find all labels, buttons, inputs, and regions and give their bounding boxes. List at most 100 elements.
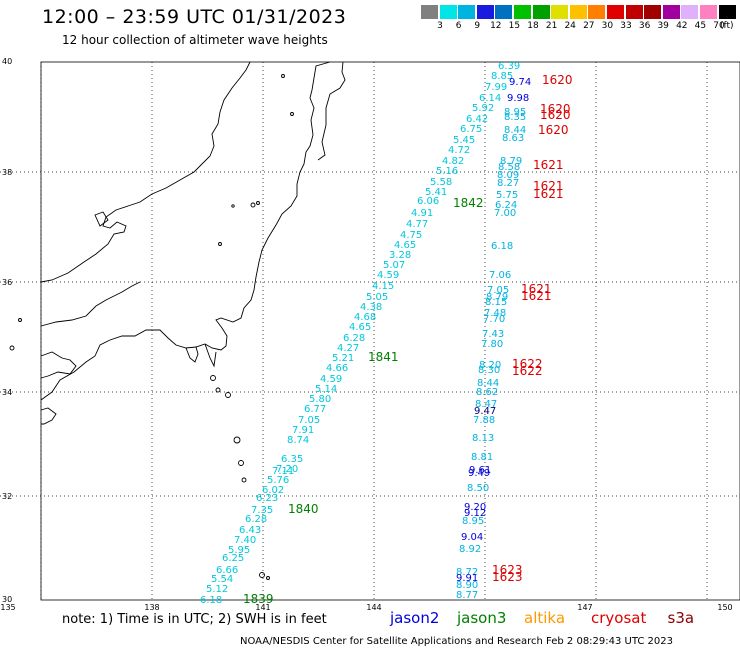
jason3-swh-value: 7.35 [251, 505, 273, 516]
jason3-swh-value: 6.06 [417, 196, 439, 207]
pass-time-label: 1621 [533, 158, 564, 172]
jason3-swh-value: 7.40 [234, 535, 256, 546]
satellite-legend-cryosat: cryosat [591, 609, 647, 627]
longitude-label: 150 [717, 603, 733, 612]
shikoku-coastline [40, 351, 77, 425]
latitude-label: 36 [2, 278, 13, 287]
cryosat-swh-value: 9.74 [509, 77, 531, 88]
jason3-swh-value: 7.11 [272, 466, 294, 477]
jason3-swh-value: 6.42 [466, 114, 488, 125]
scale-label: 3 [437, 21, 443, 31]
jason3-swh-value: 4.82 [442, 156, 464, 167]
cryosat-swh-value: 8.95 [504, 107, 526, 118]
jason3-swh-value: 6.14 [479, 93, 501, 104]
jason3-swh-value: 5.14 [315, 384, 337, 395]
scale-label: 42 [676, 21, 688, 31]
pass-time-label: 1623 [492, 563, 523, 577]
cryosat-swh-value: 6.24 [495, 200, 517, 211]
cryosat-swh-value: 7.06 [489, 270, 511, 281]
cryosat-swh-value: 5.75 [496, 190, 518, 201]
jason3-swh-value: 5.95 [228, 545, 250, 556]
jason3-swh-value: 4.59 [377, 270, 399, 281]
scale-swatch [681, 5, 699, 19]
satellite-legend-s3a: s3a [667, 609, 695, 627]
jason3-swh-value: 5.80 [309, 394, 331, 405]
scale-swatch [700, 5, 717, 19]
jason3-swh-value: 6.77 [304, 404, 326, 415]
pass-time-labels: 1620162016201620162116211621162116211622… [243, 73, 573, 606]
cryosat-swh-value: 9.61 [469, 465, 491, 476]
cryosat-swh-value: 8.15 [485, 297, 507, 308]
jason3-swh-value: 6.23 [256, 493, 278, 504]
pass-time-label: 1622 [512, 364, 543, 378]
pass-time-label: 1623 [492, 570, 523, 584]
scale-swatch [625, 5, 643, 19]
cryosat-swh-value: 8.79 [486, 292, 508, 303]
cryosat-swh-value: 8.27 [497, 178, 519, 189]
scale-swatch [458, 5, 476, 19]
jason3-swh-value: 5.21 [332, 353, 354, 364]
jason3-swh-value: 4.65 [394, 240, 416, 251]
graticule [0, 62, 740, 600]
jason3-swh-value: 4.27 [337, 343, 359, 354]
map-footer: NOAA/NESDIS Center for Satellite Applica… [240, 636, 673, 647]
scale-label: 27 [583, 21, 595, 31]
map-subtitle: 12 hour collection of altimeter wave hei… [62, 33, 328, 47]
pass-time-label: 1621 [521, 289, 552, 303]
cryosat-swh-value: 9.20 [464, 502, 486, 513]
cryosat-swh-value: 8.81 [471, 452, 493, 463]
pass-time-label: 1622 [512, 357, 543, 371]
scale-label: 12 [490, 21, 502, 31]
cryosat-swh-value: 7.05 [487, 285, 509, 296]
jason3-swh-value: 5.41 [425, 187, 447, 198]
latitude-label: 34 [2, 388, 13, 397]
longitude-label: 135 [0, 603, 16, 612]
jason3-swh-value: 6.39 [498, 61, 520, 72]
cryosat-swh-value: 9.49 [468, 468, 490, 479]
scale-swatch [421, 5, 438, 19]
satellite-legend-jason3: jason3 [457, 609, 507, 627]
cryosat-swh-value: 8.79 [500, 156, 522, 167]
jason3-swh-value: 6.02 [262, 485, 284, 496]
sado-and-small-islands [9, 74, 294, 351]
cryosat-swh-value: 8.09 [497, 170, 519, 181]
jason3-track: 6.398.857.996.145.926.426.755.454.724.82… [200, 61, 520, 606]
longitude-label: 138 [144, 603, 160, 612]
jason3-swh-value: 6.28 [343, 333, 365, 344]
scale-label: 70 [713, 21, 725, 31]
cryosat-swh-value: 8.20 [479, 360, 501, 371]
jason3-swh-value: 6.18 [200, 595, 222, 606]
cryosat-swh-value: 7.88 [473, 415, 495, 426]
jason3-swh-value: 5.16 [436, 166, 458, 177]
jason3-swh-value: 5.05 [366, 292, 388, 303]
scale-label: 6 [455, 21, 462, 31]
jason3-swh-value: 5.07 [383, 260, 405, 271]
izu-islands [210, 375, 270, 580]
pass-time-label: 1621 [521, 282, 552, 296]
jason3-swh-value: 7.91 [292, 425, 314, 436]
scale-label: 9 [474, 21, 481, 31]
cryosat-swh-value: 9.47 [474, 406, 496, 417]
jason3-swh-value: 4.59 [320, 374, 342, 385]
scale-swatch [495, 5, 513, 19]
jason3-swh-value: 7.05 [298, 415, 320, 426]
map-title: 12:00 – 23:59 UTC 01/31/2023 [42, 6, 347, 28]
cryosat-swh-value: 8.44 [504, 125, 526, 136]
jason3-swh-value: 4.15 [372, 281, 394, 292]
scale-label: 36 [638, 21, 651, 31]
map-frame [40, 61, 740, 601]
scale-swatch [439, 5, 457, 19]
cryosat-swh-value: 8.95 [462, 516, 484, 527]
cryosat-swh-value: 9.12 [464, 508, 486, 519]
jason3-swh-value: 4.66 [326, 363, 348, 374]
jason3-swh-value: 4.38 [360, 302, 382, 313]
cryosat-swh-value: 8.92 [459, 544, 481, 555]
scale-label: 21 [545, 21, 558, 31]
cryosat-swh-value: 8.62 [476, 387, 498, 398]
map-note: note: 1) Time is in UTC; 2) SWH is in fe… [62, 612, 327, 627]
cryosat-swh-value: 8.30 [478, 365, 500, 376]
cryosat-swh-value: 8.44 [477, 378, 499, 389]
jason3-swh-value: 6.25 [222, 553, 244, 564]
cryosat-swh-value: 7.48 [484, 308, 506, 319]
